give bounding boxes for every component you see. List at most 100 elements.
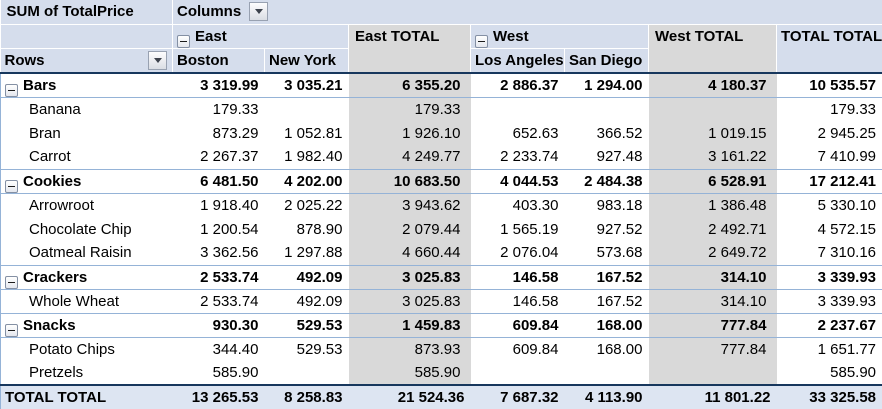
collapse-east-button[interactable]: [177, 35, 190, 48]
row-label-pretzels[interactable]: Pretzels: [1, 361, 173, 385]
cell-pretzels-los-angeles[interactable]: [471, 361, 565, 385]
cell-crackers-west-total[interactable]: 314.10: [649, 265, 777, 289]
rows-filter-dropdown-button[interactable]: [148, 51, 167, 70]
cell-carrot-west-total[interactable]: 3 161.22: [649, 145, 777, 169]
cell-oatmeal-raisin-los-angeles[interactable]: 2 076.04: [471, 241, 565, 265]
cell-potato-chips-boston[interactable]: 344.40: [173, 337, 265, 361]
collapse-snacks-button[interactable]: [5, 324, 18, 337]
cell-cookies-east-total[interactable]: 10 683.50: [349, 169, 471, 193]
cell-bran-east-total[interactable]: 1 926.10: [349, 121, 471, 145]
row-label-bran[interactable]: Bran: [1, 121, 173, 145]
row-label-banana[interactable]: Banana: [1, 97, 173, 121]
cell-chocolate-chip-los-angeles[interactable]: 1 565.19: [471, 217, 565, 241]
cell-whole-wheat-los-angeles[interactable]: 146.58: [471, 289, 565, 313]
cell-bran-los-angeles[interactable]: 652.63: [471, 121, 565, 145]
cell-crackers-total-total[interactable]: 3 339.93: [777, 265, 882, 289]
cell-arrowroot-new-york[interactable]: 2 025.22: [265, 193, 349, 217]
row-label-arrowroot[interactable]: Arrowroot: [1, 193, 173, 217]
row-label-chocolate-chip[interactable]: Chocolate Chip: [1, 217, 173, 241]
cell-banana-new-york[interactable]: [265, 97, 349, 121]
collapse-west-button[interactable]: [475, 35, 488, 48]
cell-bran-total-total[interactable]: 2 945.25: [777, 121, 882, 145]
cell-bars-total-total[interactable]: 10 535.57: [777, 73, 882, 98]
cell-arrowroot-los-angeles[interactable]: 403.30: [471, 193, 565, 217]
row-label-cookies[interactable]: Cookies: [1, 169, 173, 193]
cell-pretzels-west-total[interactable]: [649, 361, 777, 385]
row-label-whole-wheat[interactable]: Whole Wheat: [1, 289, 173, 313]
collapse-bars-button[interactable]: [5, 84, 18, 97]
cell-banana-total-total[interactable]: 179.33: [777, 97, 882, 121]
cell-carrot-new-york[interactable]: 1 982.40: [265, 145, 349, 169]
collapse-crackers-button[interactable]: [5, 276, 18, 289]
cell-oatmeal-raisin-new-york[interactable]: 1 297.88: [265, 241, 349, 265]
cell-carrot-total-total[interactable]: 7 410.99: [777, 145, 882, 169]
cell-snacks-new-york[interactable]: 529.53: [265, 313, 349, 337]
row-label-potato-chips[interactable]: Potato Chips: [1, 337, 173, 361]
cell-chocolate-chip-east-total[interactable]: 2 079.44: [349, 217, 471, 241]
cell-oatmeal-raisin-boston[interactable]: 3 362.56: [173, 241, 265, 265]
cell-crackers-east-total[interactable]: 3 025.83: [349, 265, 471, 289]
cell-banana-west-total[interactable]: [649, 97, 777, 121]
cell-whole-wheat-boston[interactable]: 2 533.74: [173, 289, 265, 313]
cell-oatmeal-raisin-san-diego[interactable]: 573.68: [565, 241, 649, 265]
cell-carrot-los-angeles[interactable]: 2 233.74: [471, 145, 565, 169]
cell-bars-san-diego[interactable]: 1 294.00: [565, 73, 649, 98]
cell-snacks-san-diego[interactable]: 168.00: [565, 313, 649, 337]
cell-snacks-los-angeles[interactable]: 609.84: [471, 313, 565, 337]
cell-arrowroot-san-diego[interactable]: 983.18: [565, 193, 649, 217]
row-label-crackers[interactable]: Crackers: [1, 265, 173, 289]
cell-whole-wheat-san-diego[interactable]: 167.52: [565, 289, 649, 313]
cell-total-total-west-total[interactable]: 11 801.22: [649, 385, 777, 409]
cell-pretzels-san-diego[interactable]: [565, 361, 649, 385]
cell-oatmeal-raisin-west-total[interactable]: 2 649.72: [649, 241, 777, 265]
cell-banana-san-diego[interactable]: [565, 97, 649, 121]
cell-banana-boston[interactable]: 179.33: [173, 97, 265, 121]
cell-bran-boston[interactable]: 873.29: [173, 121, 265, 145]
cell-pretzels-east-total[interactable]: 585.90: [349, 361, 471, 385]
cell-oatmeal-raisin-east-total[interactable]: 4 660.44: [349, 241, 471, 265]
cell-arrowroot-boston[interactable]: 1 918.40: [173, 193, 265, 217]
row-label-oatmeal-raisin[interactable]: Oatmeal Raisin: [1, 241, 173, 265]
cell-whole-wheat-west-total[interactable]: 314.10: [649, 289, 777, 313]
cell-total-total-new-york[interactable]: 8 258.83: [265, 385, 349, 409]
cell-whole-wheat-east-total[interactable]: 3 025.83: [349, 289, 471, 313]
cell-bars-los-angeles[interactable]: 2 886.37: [471, 73, 565, 98]
cell-bran-west-total[interactable]: 1 019.15: [649, 121, 777, 145]
cell-chocolate-chip-total-total[interactable]: 4 572.15: [777, 217, 882, 241]
cell-chocolate-chip-boston[interactable]: 1 200.54: [173, 217, 265, 241]
cell-bran-new-york[interactable]: 1 052.81: [265, 121, 349, 145]
cell-potato-chips-los-angeles[interactable]: 609.84: [471, 337, 565, 361]
cell-cookies-west-total[interactable]: 6 528.91: [649, 169, 777, 193]
cell-snacks-east-total[interactable]: 1 459.83: [349, 313, 471, 337]
cell-bars-east-total[interactable]: 6 355.20: [349, 73, 471, 98]
cell-cookies-new-york[interactable]: 4 202.00: [265, 169, 349, 193]
cell-total-total-san-diego[interactable]: 4 113.90: [565, 385, 649, 409]
cell-pretzels-boston[interactable]: 585.90: [173, 361, 265, 385]
cell-potato-chips-east-total[interactable]: 873.93: [349, 337, 471, 361]
cell-carrot-san-diego[interactable]: 927.48: [565, 145, 649, 169]
cell-arrowroot-east-total[interactable]: 3 943.62: [349, 193, 471, 217]
cell-potato-chips-san-diego[interactable]: 168.00: [565, 337, 649, 361]
cell-total-total-east-total[interactable]: 21 524.36: [349, 385, 471, 409]
cell-whole-wheat-new-york[interactable]: 492.09: [265, 289, 349, 313]
row-label-total-total[interactable]: TOTAL TOTAL: [1, 385, 173, 409]
cell-crackers-boston[interactable]: 2 533.74: [173, 265, 265, 289]
cell-carrot-east-total[interactable]: 4 249.77: [349, 145, 471, 169]
cell-oatmeal-raisin-total-total[interactable]: 7 310.16: [777, 241, 882, 265]
cell-bars-new-york[interactable]: 3 035.21: [265, 73, 349, 98]
cell-potato-chips-new-york[interactable]: 529.53: [265, 337, 349, 361]
cell-pretzels-total-total[interactable]: 585.90: [777, 361, 882, 385]
row-label-carrot[interactable]: Carrot: [1, 145, 173, 169]
cell-chocolate-chip-new-york[interactable]: 878.90: [265, 217, 349, 241]
cell-chocolate-chip-san-diego[interactable]: 927.52: [565, 217, 649, 241]
cell-bars-boston[interactable]: 3 319.99: [173, 73, 265, 98]
cell-total-total-los-angeles[interactable]: 7 687.32: [471, 385, 565, 409]
row-label-snacks[interactable]: Snacks: [1, 313, 173, 337]
collapse-cookies-button[interactable]: [5, 180, 18, 193]
cell-potato-chips-total-total[interactable]: 1 651.77: [777, 337, 882, 361]
row-label-bars[interactable]: Bars: [1, 73, 173, 98]
cell-bars-west-total[interactable]: 4 180.37: [649, 73, 777, 98]
cell-arrowroot-total-total[interactable]: 5 330.10: [777, 193, 882, 217]
cell-snacks-west-total[interactable]: 777.84: [649, 313, 777, 337]
cell-chocolate-chip-west-total[interactable]: 2 492.71: [649, 217, 777, 241]
